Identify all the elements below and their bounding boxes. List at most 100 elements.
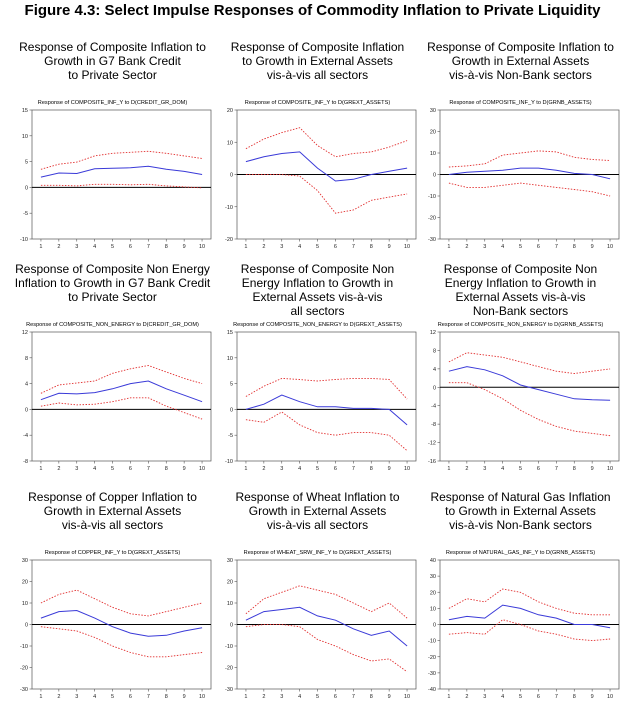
- y-tick-label: 10: [430, 606, 436, 612]
- chart-area: Response of COMPOSITE_INF_Y to D(CREDIT_…: [10, 96, 215, 251]
- caption-line: Growth in External Assets: [451, 54, 590, 68]
- chart-title: Response of COMPOSITE_INF_Y to D(CREDIT_…: [38, 100, 188, 106]
- caption-line: vis-à-vis all sectors: [61, 518, 164, 532]
- chart-title: Response of COMPOSITE_NON_ENERGY to D(CR…: [26, 322, 199, 328]
- x-tick-label: 4: [298, 244, 301, 250]
- x-tick-label: 5: [111, 694, 114, 700]
- x-tick-label: 1: [39, 244, 42, 250]
- y-tick-label: -10: [225, 205, 233, 211]
- y-tick-label: -16: [428, 459, 436, 465]
- response-series-line: [40, 380, 203, 403]
- y-tick-label: 0: [230, 623, 233, 629]
- chart-panel-7: Response of Copper Inflation to Growth in…: [10, 490, 215, 715]
- y-tick-label: 15: [22, 108, 28, 114]
- y-tick-label: 15: [227, 330, 233, 336]
- y-tick-label: 20: [22, 580, 28, 586]
- chart-area: Response of COMPOSITE_INF_Y to D(GREXT_A…: [215, 96, 420, 251]
- y-tick-label: 0: [25, 185, 28, 191]
- x-tick-label: 5: [519, 466, 522, 472]
- x-tick-label: 9: [388, 466, 391, 472]
- x-tick-label: 2: [262, 244, 265, 250]
- caption-line: Response of Composite Inflation to: [427, 40, 614, 54]
- x-tick-label: 9: [388, 694, 391, 700]
- plot-frame: [31, 109, 212, 240]
- x-tick-label: 7: [352, 466, 355, 472]
- lower-band-line: [245, 174, 408, 214]
- response-series-line: [448, 366, 611, 401]
- x-tick-label: 3: [483, 466, 486, 472]
- upper-band-line: [40, 365, 203, 394]
- figure-title: Figure 4.3: Select Impulse Responses of …: [24, 2, 601, 19]
- panel-caption: Response of Composite Non Energy Inflatio…: [418, 262, 623, 318]
- caption-line: Response of Natural Gas Inflation: [430, 490, 611, 504]
- panel-caption: Response of Composite Non Energy Inflatio…: [215, 262, 420, 318]
- upper-band-line: [448, 588, 611, 616]
- x-tick-label: 3: [75, 694, 78, 700]
- x-tick-label: 8: [165, 466, 168, 472]
- caption-line: Growth in External Assets: [43, 504, 182, 518]
- x-tick-label: 2: [465, 694, 468, 700]
- y-tick-label: -20: [428, 655, 436, 661]
- x-tick-label: 4: [93, 466, 96, 472]
- y-tick-label: 30: [227, 558, 233, 564]
- y-tick-label: 10: [22, 601, 28, 607]
- x-tick-label: 8: [573, 694, 576, 700]
- x-tick-label: 6: [537, 244, 540, 250]
- irf-chart-svg: Response of COMPOSITE_NON_ENERGY to D(GR…: [428, 322, 620, 472]
- caption-line: Energy Inflation to Growth in: [444, 276, 597, 290]
- x-tick-label: 6: [129, 694, 132, 700]
- panel-caption: Response of Composite Non Energy Inflatio…: [10, 262, 215, 318]
- y-tick-label: -10: [20, 237, 28, 243]
- x-tick-label: 3: [280, 466, 283, 472]
- x-tick-label: 1: [39, 694, 42, 700]
- y-tick-label: 0: [230, 173, 233, 179]
- y-tick-label: -30: [20, 687, 28, 693]
- y-tick-label: 12: [22, 330, 28, 336]
- chart-panel-8: Response of Wheat Inflation to Growth in …: [215, 490, 420, 715]
- y-tick-label: -8: [431, 422, 436, 428]
- x-tick-label: 8: [165, 694, 168, 700]
- x-tick-label: 10: [404, 694, 410, 700]
- x-tick-label: 3: [75, 466, 78, 472]
- upper-band-line: [448, 352, 611, 374]
- chart-area: Response of COPPER_INF_Y to D(GREXT_ASSE…: [10, 546, 215, 701]
- upper-band-line: [40, 150, 203, 170]
- x-tick-label: 9: [183, 694, 186, 700]
- response-series-line: [40, 609, 203, 637]
- x-tick-label: 3: [483, 694, 486, 700]
- panel-caption: Response of Copper Inflation to Growth in…: [10, 490, 215, 546]
- chart-area: Response of COMPOSITE_NON_ENERGY to D(GR…: [418, 318, 623, 473]
- caption-line: Response of Composite Inflation: [230, 40, 405, 54]
- x-tick-label: 1: [244, 244, 247, 250]
- response-series-line: [245, 394, 408, 426]
- y-tick-label: -30: [428, 237, 436, 243]
- x-tick-label: 4: [501, 694, 504, 700]
- caption-line: Growth in External Assets: [248, 504, 387, 518]
- upper-band-line: [40, 589, 203, 617]
- response-series-line: [448, 167, 611, 180]
- response-series-line: [245, 151, 408, 182]
- x-tick-label: 7: [555, 244, 558, 250]
- caption-line: Response of Composite Inflation to: [19, 40, 206, 54]
- chart-panel-1: Response of Composite Inflation to Growth…: [10, 40, 215, 265]
- chart-panel-3: Response of Composite Inflation to Growth…: [418, 40, 623, 265]
- caption-line: to Private Sector: [68, 68, 157, 82]
- x-tick-label: 5: [111, 244, 114, 250]
- y-tick-label: 20: [227, 108, 233, 114]
- caption-line: Response of Wheat Inflation to: [235, 490, 400, 504]
- chart-panel-6: Response of Composite Non Energy Inflatio…: [418, 262, 623, 487]
- y-tick-label: 0: [433, 623, 436, 629]
- panel-caption: Response of Composite Inflation to Growth…: [10, 40, 215, 96]
- upper-band-line: [245, 585, 408, 619]
- irf-chart-svg: Response of COMPOSITE_INF_Y to D(GREXT_A…: [225, 100, 417, 250]
- x-tick-label: 6: [129, 466, 132, 472]
- chart-area: Response of COMPOSITE_INF_Y to D(GRNB_AS…: [418, 96, 623, 251]
- x-tick-label: 7: [555, 466, 558, 472]
- x-tick-label: 6: [537, 466, 540, 472]
- y-tick-label: -4: [431, 404, 436, 410]
- x-tick-label: 3: [280, 244, 283, 250]
- x-tick-label: 7: [352, 244, 355, 250]
- x-tick-label: 5: [316, 466, 319, 472]
- chart-area: Response of WHEAT_SRW_INF_Y to D(GREXT_A…: [215, 546, 420, 701]
- x-tick-label: 7: [147, 466, 150, 472]
